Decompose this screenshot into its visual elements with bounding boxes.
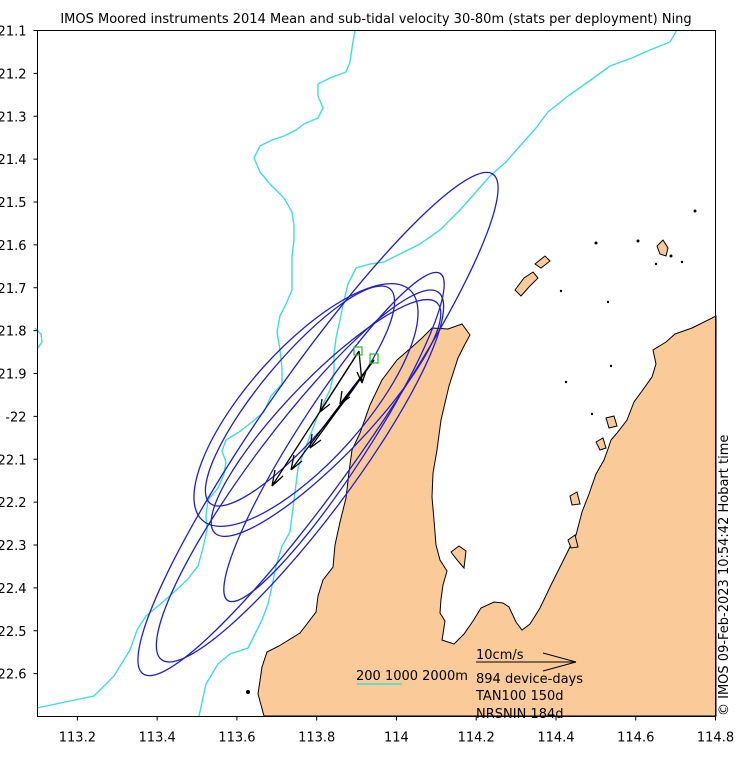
x-tick-label: 113.4 [139,731,176,746]
deployment-label: TAN100 150d [475,689,564,704]
rock [564,380,568,384]
timestamp-label: © IMOS 09-Feb-2023 10:54:42 Hobart time [717,435,732,716]
scale-label: 10cm/s [476,648,524,663]
rock [636,239,640,243]
y-tick-label: -21.8 [0,325,27,340]
y-tick-label: -21.2 [0,67,27,82]
y-tick-label: -21.3 [0,110,27,125]
y-tick-label: -21.7 [0,282,27,297]
island [605,415,618,429]
site-marker-nrsnin [353,346,363,356]
device-days-label: 894 device-days [476,672,583,687]
y-tick-label: -21.4 [0,153,27,168]
velocity-arrow [309,359,375,449]
rock [680,260,684,264]
y-tick-label: -22.6 [0,668,27,683]
rock [246,690,250,694]
y-tick-label: -22.5 [0,625,27,640]
x-tick-label: 114 [384,731,409,746]
mainland-landmass [257,315,717,717]
isobath-line [36,29,356,709]
isobath-line [198,29,678,717]
variance-ellipse [210,298,442,538]
x-tick-label: 114.4 [537,731,574,746]
x-tick-label: 114.6 [617,731,654,746]
x-tick-label: 113.2 [59,731,96,746]
rock [654,262,658,266]
variance-ellipse [223,271,445,603]
variance-ellipse [137,171,499,677]
isobath-legend-label: 200 1000 2000m [356,669,468,684]
rock [606,300,610,304]
rock [609,364,613,368]
rock [590,412,594,416]
sites [353,346,379,364]
variance-ellipse [193,283,419,527]
island [450,545,467,570]
y-tick-label: -21.1 [0,25,27,40]
y-tick-label: -22 [5,410,26,425]
velocity-arrow [319,350,360,413]
y-tick-label: -22.2 [0,496,27,511]
y-tick-label: -22.4 [0,582,27,597]
y-axis-ticks: -21.1 -21.2 -21.3 -21.4 -21.5 -21.6 -21.7 -21.8… [0,25,38,683]
map-title: IMOS Moored instruments 2014 Mean and su… [60,12,691,27]
y-tick-label: -22.3 [0,539,27,554]
island [569,491,581,506]
variance-ellipse [155,289,445,663]
island [514,271,539,297]
island [656,239,669,257]
x-tick-label: 114.2 [458,731,495,746]
site-marker-tan100 [369,353,379,364]
island [534,255,551,269]
velocity-arrows [271,350,375,487]
island [595,437,607,451]
scale-arrow [476,652,577,672]
x-axis-ticks: 113.2 113.4 113.6 113.8 114 114.2 114.4 114.6 11… [59,716,734,746]
y-tick-label: -21.6 [0,239,27,254]
y-tick-label: -21.9 [0,368,27,383]
rock [559,289,563,293]
y-tick-label: -22.1 [0,453,27,468]
rocks [246,209,697,694]
x-tick-label: 113.6 [218,731,255,746]
x-tick-label: 114.8 [697,731,734,746]
island [567,534,579,549]
rock [669,254,673,258]
land [257,239,717,717]
x-tick-label: 113.8 [298,731,335,746]
deployment-label: NRSNIN 184d [476,707,564,722]
legend: 200 1000 2000m 10cm/s 894 device-days TA… [356,648,583,722]
ellipses [137,171,499,677]
y-tick-label: -21.5 [0,196,27,211]
rock [693,209,697,213]
rock [594,241,598,245]
